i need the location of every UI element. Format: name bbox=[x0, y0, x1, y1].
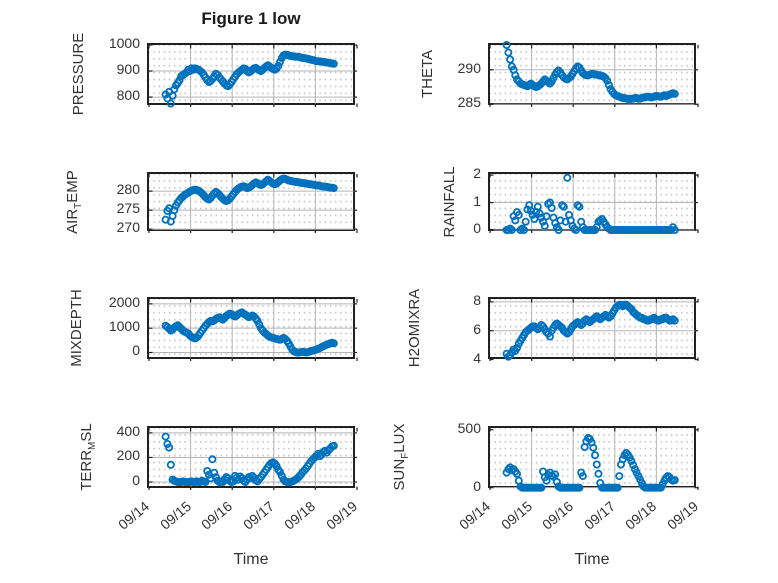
y-tick-label: 0 bbox=[132, 342, 140, 359]
scatter-points bbox=[161, 308, 338, 357]
axis-tick-marks bbox=[148, 174, 358, 233]
scatter-points bbox=[502, 300, 679, 361]
y-axis-label-sun_flux: SUNFLUX bbox=[391, 423, 411, 491]
x-axis-title-right: Time bbox=[574, 551, 610, 568]
scatter-points bbox=[161, 174, 338, 226]
y-tick-label: 0 bbox=[473, 477, 481, 494]
y-tick-label: 1000 bbox=[108, 318, 140, 335]
air_temp-scatter-plot bbox=[148, 174, 358, 233]
y-tick-label: 4 bbox=[473, 349, 481, 366]
subplot-mixdepth bbox=[147, 297, 358, 361]
y-tick-label: 280 bbox=[116, 181, 140, 198]
y-tick-label: 400 bbox=[116, 422, 140, 439]
rainfall-scatter-plot bbox=[489, 173, 699, 235]
theta-scatter-plot bbox=[489, 41, 699, 107]
major-gridlines bbox=[490, 45, 698, 107]
axis-tick-marks bbox=[148, 44, 358, 107]
axis-tick-marks bbox=[489, 174, 699, 233]
y-tick-label: 290 bbox=[457, 59, 481, 76]
x-axis-title-left: Time bbox=[233, 551, 269, 568]
y-tick-label: 6 bbox=[473, 320, 481, 337]
scatter-points bbox=[161, 432, 338, 487]
x-tick-label: 09/19 bbox=[664, 497, 702, 533]
axis-tick-marks bbox=[489, 299, 699, 361]
x-tick-label: 09/19 bbox=[323, 497, 361, 533]
subplot-air_temp bbox=[147, 172, 358, 233]
major-gridlines bbox=[490, 299, 698, 361]
scatter-points bbox=[161, 50, 338, 108]
y-axis-label-terr_msl: TERRMSL bbox=[78, 423, 98, 491]
scatter-points bbox=[502, 173, 679, 235]
scatter-points bbox=[502, 41, 679, 104]
axis-tick-marks bbox=[148, 299, 358, 361]
subplot-theta bbox=[488, 41, 699, 107]
y-tick-label: 2 bbox=[473, 165, 481, 182]
y-tick-label: 8 bbox=[473, 291, 481, 308]
y-tick-label: 1 bbox=[473, 192, 481, 209]
mixdepth-scatter-plot bbox=[148, 299, 358, 361]
y-tick-label: 1000 bbox=[108, 35, 140, 51]
y-axis-label-rainfall: RAINFALL bbox=[441, 166, 458, 237]
terr_msl-scatter-plot bbox=[148, 428, 358, 490]
scatter-points bbox=[502, 433, 679, 492]
y-tick-label: 285 bbox=[457, 94, 481, 111]
y-tick-label: 200 bbox=[116, 447, 140, 464]
axis-tick-marks bbox=[489, 45, 699, 107]
figure-title: Figure 1 low bbox=[201, 9, 301, 28]
y-tick-label: 500 bbox=[457, 419, 481, 436]
y-tick-label: 275 bbox=[116, 200, 140, 217]
pressure-scatter-plot bbox=[148, 44, 358, 108]
subplot-terr_msl bbox=[147, 426, 358, 490]
x-tick-label: 09/14 bbox=[456, 497, 494, 533]
y-tick-label: 0 bbox=[473, 219, 481, 236]
y-tick-label: 2000 bbox=[108, 293, 140, 310]
y-tick-label: 270 bbox=[116, 219, 140, 236]
h2omixra-scatter-plot bbox=[489, 299, 699, 361]
x-tick-label: 09/14 bbox=[115, 497, 153, 533]
major-gridlines bbox=[490, 174, 698, 233]
subplot-pressure bbox=[147, 43, 358, 108]
subplot-h2omixra bbox=[488, 297, 699, 361]
y-tick-label: 900 bbox=[116, 61, 140, 78]
y-tick-label: 800 bbox=[116, 87, 140, 104]
y-axis-label-theta: THETA bbox=[419, 49, 436, 99]
y-tick-label: 0 bbox=[132, 472, 140, 489]
sun_flux-scatter-plot bbox=[489, 428, 699, 492]
axis-tick-marks bbox=[148, 428, 358, 490]
subplot-sun_flux bbox=[488, 426, 699, 492]
subplot-rainfall bbox=[488, 172, 699, 235]
